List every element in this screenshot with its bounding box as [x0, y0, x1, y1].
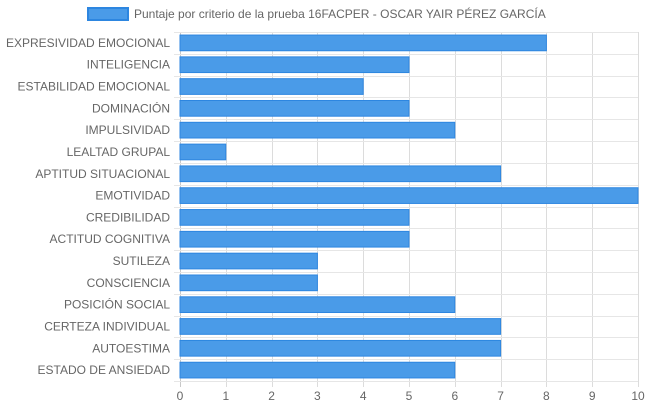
x-tick-label: 7 — [497, 389, 504, 403]
x-tick-label: 3 — [314, 389, 321, 403]
bars — [179, 34, 639, 379]
bar[interactable] — [179, 143, 227, 161]
category-label: AUTOESTIMA — [92, 341, 170, 355]
bar[interactable] — [179, 230, 410, 248]
category-label: LEALTAD GRUPAL — [67, 145, 171, 159]
category-label: APTITUD SITUACIONAL — [35, 167, 170, 181]
x-tick-label: 10 — [631, 389, 645, 403]
bar[interactable] — [179, 296, 456, 314]
category-label: ESTABILIDAD EMOCIONAL — [18, 80, 171, 94]
bar[interactable] — [179, 274, 318, 292]
x-tick-label: 9 — [589, 389, 596, 403]
bar[interactable] — [179, 34, 547, 52]
x-axis-ticks: 0 1 2 3 4 5 6 7 8 9 10 — [177, 389, 645, 403]
legend-swatch[interactable] — [87, 7, 129, 21]
x-tick-label: 0 — [177, 389, 184, 403]
x-tick-label: 6 — [451, 389, 458, 403]
x-tick-label: 2 — [268, 389, 275, 403]
bar[interactable] — [179, 99, 410, 117]
x-tick-label: 4 — [360, 389, 367, 403]
category-label: EMOTIVIDAD — [95, 189, 170, 203]
bar[interactable] — [179, 361, 456, 379]
legend-label[interactable]: Puntaje por criterio de la prueba 16FACP… — [134, 6, 546, 21]
bar[interactable] — [179, 209, 410, 226]
category-labels: EXPRESIVIDAD EMOCIONAL INTELIGENCIA ESTABI… — [6, 36, 170, 377]
x-tick-label: 5 — [406, 389, 413, 403]
grid-lines — [174, 32, 639, 387]
category-label: INTELIGENCIA — [87, 58, 170, 72]
bar[interactable] — [179, 339, 502, 357]
category-label: CONSCIENCIA — [87, 276, 170, 290]
category-label: CERTEZA INDIVIDUAL — [44, 319, 170, 333]
category-label: ACTITUD COGNITIVA — [50, 232, 170, 246]
bar[interactable] — [179, 318, 502, 335]
category-label: IMPULSIVIDAD — [85, 123, 170, 137]
bar[interactable] — [179, 187, 639, 204]
bar[interactable] — [179, 252, 318, 270]
bar[interactable] — [179, 121, 456, 139]
legend[interactable]: Puntaje por criterio de la prueba 16FACP… — [87, 6, 546, 21]
x-tick-label: 1 — [222, 389, 229, 403]
category-label: ESTADO DE ANSIEDAD — [38, 363, 171, 377]
category-label: SUTILEZA — [113, 254, 170, 268]
x-tick-label: 8 — [543, 389, 550, 403]
category-label: CREDIBILIDAD — [86, 210, 170, 224]
bar[interactable] — [179, 165, 502, 183]
category-label: DOMINACIÓN — [92, 100, 170, 115]
bar[interactable] — [179, 78, 364, 95]
category-label: POSICIÓN SOCIAL — [64, 297, 170, 312]
bar[interactable] — [179, 56, 410, 74]
category-label: EXPRESIVIDAD EMOCIONAL — [6, 36, 170, 50]
